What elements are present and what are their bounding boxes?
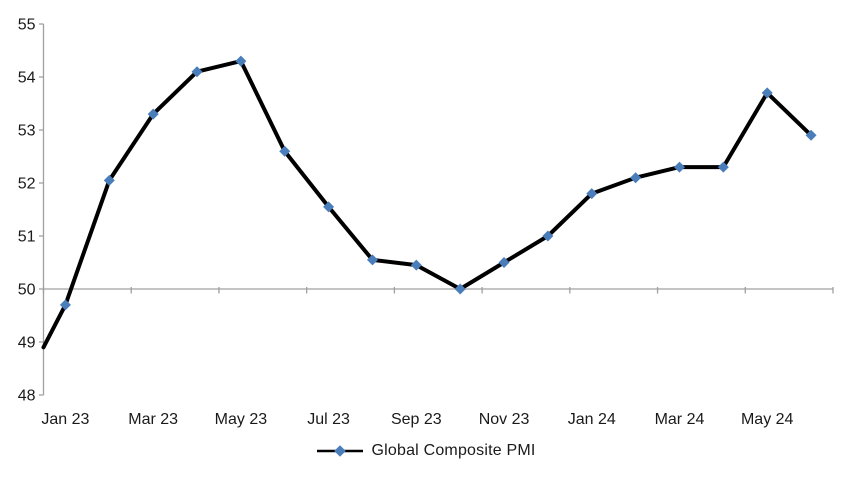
data-point-marker xyxy=(586,188,598,200)
data-point-marker xyxy=(323,201,335,213)
x-tick-label: Jul 23 xyxy=(307,411,350,428)
y-tick-label: 48 xyxy=(18,388,36,405)
x-tick-label: Sep 23 xyxy=(391,411,442,428)
x-tick-label: May 23 xyxy=(215,411,268,428)
y-tick-label: 52 xyxy=(18,176,36,193)
data-point-marker xyxy=(761,87,773,99)
data-point-marker xyxy=(410,259,422,271)
y-tick-label: 54 xyxy=(18,70,36,87)
legend-line-diamond-icon xyxy=(317,445,364,457)
y-tick-label: 49 xyxy=(18,335,36,352)
x-tick-label: Jan 23 xyxy=(41,411,89,428)
data-point-marker xyxy=(454,283,466,295)
data-point-marker xyxy=(103,174,115,186)
data-point-marker xyxy=(498,257,510,268)
data-point-marker xyxy=(59,299,71,311)
x-tick-label: May 24 xyxy=(741,411,794,428)
data-point-marker xyxy=(235,55,247,67)
legend-label: Global Composite PMI xyxy=(371,442,536,459)
data-point-marker xyxy=(366,254,378,266)
data-point-marker xyxy=(805,129,817,141)
y-tick-label: 51 xyxy=(18,229,36,246)
data-point-marker xyxy=(147,108,159,120)
data-point-marker xyxy=(191,66,203,78)
data-point-marker xyxy=(673,161,685,173)
data-point-marker xyxy=(279,145,291,157)
y-tick-label: 53 xyxy=(18,123,36,140)
legend: Global Composite PMI xyxy=(0,442,852,460)
data-point-marker xyxy=(542,230,554,242)
data-point-marker xyxy=(717,161,729,173)
data-point-marker xyxy=(630,172,642,184)
x-tick-label: Jan 24 xyxy=(568,411,616,428)
x-tick-label: Nov 23 xyxy=(479,411,530,428)
y-tick-label: 55 xyxy=(18,17,36,34)
x-tick-label: Mar 24 xyxy=(655,411,705,428)
pmi-series-line xyxy=(41,59,814,350)
y-tick-label: 50 xyxy=(18,282,36,299)
x-tick-label: Mar 23 xyxy=(128,411,178,428)
